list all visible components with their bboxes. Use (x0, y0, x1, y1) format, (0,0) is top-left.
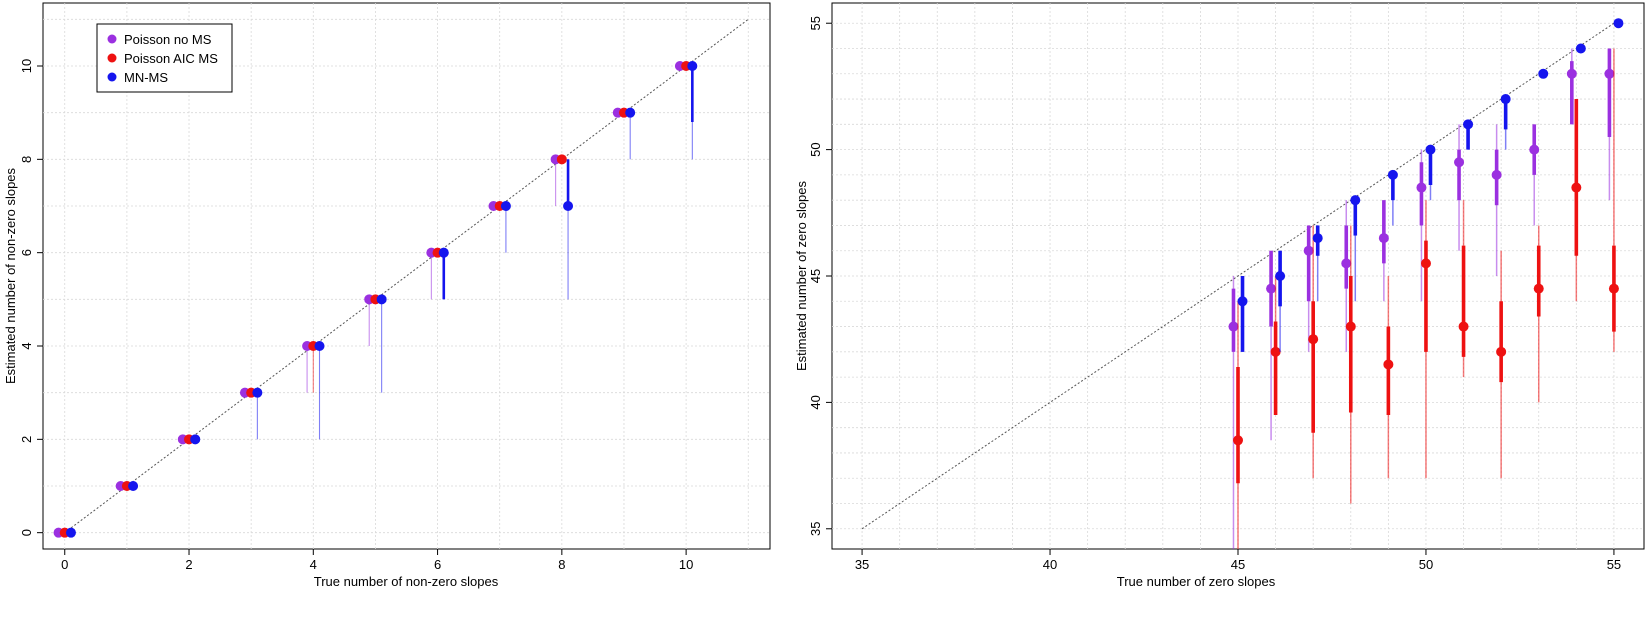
legend-label-poisson-aic-ms: Poisson AIC MS (124, 51, 218, 66)
data-point-mn-ms (1425, 144, 1436, 155)
data-point-poisson-no-ms (1341, 258, 1352, 269)
plot-frame (42, 2, 771, 550)
y-axis-label: Estimated number of non-zero slopes (3, 167, 18, 384)
chart-panel-zero-slopes: 35 40 45 50 55 35 40 45 50 55 True number of zero… (794, 2, 1645, 589)
x-tick-label: 8 (558, 557, 565, 572)
grid-lines (43, 3, 770, 549)
x-tick-label: 45 (1231, 557, 1245, 572)
data-point-poisson-no-ms (1529, 144, 1540, 155)
y-tick-label: 6 (19, 249, 34, 256)
chart-panel-non-zero-slopes: 0 2 4 6 8 10 0 2 4 6 8 10 True number of non-zero s… (3, 2, 771, 589)
data-point-mn-ms (376, 294, 387, 305)
data-marks (53, 61, 698, 538)
data-marks (1228, 18, 1624, 549)
data-point-mn-ms (687, 61, 698, 71)
data-point-mn-ms (190, 434, 201, 445)
data-point-mn-ms (128, 481, 139, 491)
y-tick-label: 2 (19, 436, 34, 443)
x-tick-label: 50 (1419, 557, 1433, 572)
data-point-mn-ms (500, 201, 511, 211)
data-point-poisson-no-ms (1566, 68, 1577, 79)
reference-line (64, 18, 749, 534)
x-tick-label: 0 (61, 557, 68, 572)
data-point-poisson-no-ms (1454, 157, 1465, 168)
x-tick-label: 2 (185, 557, 192, 572)
x-axis-label: True number of non-zero slopes (314, 574, 499, 589)
y-tick-label: 0 (19, 529, 34, 536)
data-point-mn-ms (1500, 94, 1511, 105)
y-tick-label: 35 (808, 522, 823, 536)
y-tick-label: 4 (19, 342, 34, 349)
data-point-poisson-aic-ms (1496, 346, 1507, 357)
data-point-mn-ms (1575, 43, 1586, 54)
data-point-poisson-aic-ms (1420, 258, 1431, 269)
x-tick-label: 6 (434, 557, 441, 572)
y-tick-label: 55 (808, 16, 823, 30)
data-point-mn-ms (563, 201, 574, 211)
data-point-mn-ms (314, 341, 325, 351)
data-point-poisson-no-ms (1416, 182, 1427, 193)
data-point-poisson-no-ms (1604, 68, 1615, 79)
data-point-poisson-no-ms (1303, 245, 1314, 256)
data-point-mn-ms (1350, 195, 1361, 206)
data-point-poisson-aic-ms (556, 154, 567, 165)
legend-box (96, 23, 233, 93)
legend-label-poisson-no-ms: Poisson no MS (124, 32, 212, 47)
data-point-poisson-no-ms (1266, 283, 1277, 294)
y-axis-label: Estimated number of zero slopes (794, 180, 809, 371)
legend-marker-mn-ms (107, 72, 117, 82)
legend: Poisson no MS Poisson AIC MS MN-MS (96, 23, 233, 93)
x-tick-label: 4 (310, 557, 317, 572)
data-point-mn-ms (1275, 271, 1286, 281)
data-point-mn-ms (1312, 233, 1323, 244)
reference-diagonal (64, 18, 749, 534)
data-point-poisson-aic-ms (1533, 283, 1544, 294)
y-tick-label: 45 (808, 269, 823, 283)
data-point-mn-ms (1613, 18, 1624, 29)
legend-label-mn-ms: MN-MS (124, 70, 168, 85)
data-point-poisson-no-ms (1378, 233, 1389, 244)
data-point-poisson-aic-ms (1458, 321, 1469, 332)
axis-ticks: 35 40 45 50 55 35 40 45 50 55 (808, 16, 1621, 572)
legend-marker-poisson-no-ms (107, 34, 117, 44)
data-point-mn-ms (438, 247, 449, 258)
reference-diagonal (861, 22, 1615, 530)
data-point-poisson-aic-ms (1571, 182, 1582, 193)
x-tick-label: 40 (1043, 557, 1057, 572)
data-point-poisson-aic-ms (1383, 359, 1394, 370)
reference-line (861, 22, 1615, 530)
data-point-poisson-no-ms (1491, 169, 1502, 180)
x-tick-label: 35 (855, 557, 869, 572)
y-tick-label: 10 (19, 59, 34, 73)
data-point-mn-ms (1538, 68, 1549, 79)
series-mn-ms (65, 61, 698, 538)
data-point-mn-ms (625, 107, 636, 118)
data-point-poisson-no-ms (1228, 321, 1239, 332)
data-point-mn-ms (1463, 119, 1474, 130)
data-point-poisson-aic-ms (1270, 346, 1281, 357)
data-point-mn-ms (252, 387, 263, 398)
series-poisson-no-ms (1228, 48, 1615, 549)
legend-marker-poisson-aic-ms (107, 53, 117, 63)
data-point-poisson-aic-ms (1608, 283, 1619, 294)
data-point-poisson-aic-ms (1345, 321, 1356, 332)
y-tick-label: 40 (808, 395, 823, 409)
data-point-poisson-aic-ms (1308, 334, 1319, 345)
y-tick-label: 8 (19, 156, 34, 163)
data-point-poisson-aic-ms (1233, 435, 1243, 446)
y-tick-label: 50 (808, 142, 823, 156)
data-point-mn-ms (1237, 296, 1248, 307)
data-point-mn-ms (1387, 169, 1398, 180)
x-tick-label: 55 (1607, 557, 1621, 572)
data-point-mn-ms (65, 527, 76, 538)
x-tick-label: 10 (679, 557, 693, 572)
axis-ticks: 0 2 4 6 8 10 0 2 4 6 8 10 (19, 59, 693, 572)
x-axis-label: True number of zero slopes (1117, 574, 1276, 589)
series-poisson-aic-ms (1233, 48, 1619, 549)
series-mn-ms (1237, 18, 1624, 352)
